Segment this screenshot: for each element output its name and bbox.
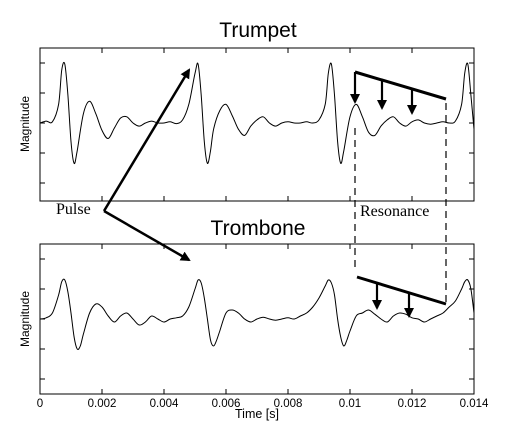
x-axis-ticks: 0 0.002 0.004 0.006 0.008 0.01 0.012 0.014 bbox=[37, 48, 489, 410]
x-tick-label: 0.002 bbox=[88, 398, 117, 410]
x-tick-label: 0.008 bbox=[274, 398, 303, 410]
trumpet-title: Trumpet bbox=[219, 19, 297, 42]
bottom-y-ticks bbox=[40, 258, 474, 380]
bottom-y-axis-label: Magnitude bbox=[18, 291, 32, 347]
trombone-envelope-line bbox=[356, 275, 447, 306]
x-axis-label: Time [s] bbox=[235, 407, 279, 421]
x-tick-label: 0.012 bbox=[398, 398, 427, 410]
top-y-ticks bbox=[40, 62, 474, 184]
x-tick-label: 0.004 bbox=[150, 398, 179, 410]
trombone-waveform bbox=[39, 278, 475, 350]
x-tick-label: 0.014 bbox=[460, 398, 489, 410]
pulse-label: Pulse bbox=[56, 201, 91, 218]
pulse-arrow-down bbox=[103, 209, 191, 262]
trumpet-envelope-line bbox=[354, 70, 447, 101]
x-tick-label: 0 bbox=[37, 398, 43, 410]
trumpet-waveform bbox=[39, 61, 475, 165]
pulse-arrow-up bbox=[102, 68, 191, 212]
resonance-label: Resonance bbox=[360, 203, 429, 220]
top-y-axis-label: Magnitude bbox=[18, 96, 32, 152]
trombone-title: Trombone bbox=[211, 217, 306, 240]
x-tick-label: 0.01 bbox=[339, 398, 361, 410]
x-tick-label: 0.006 bbox=[212, 398, 241, 410]
